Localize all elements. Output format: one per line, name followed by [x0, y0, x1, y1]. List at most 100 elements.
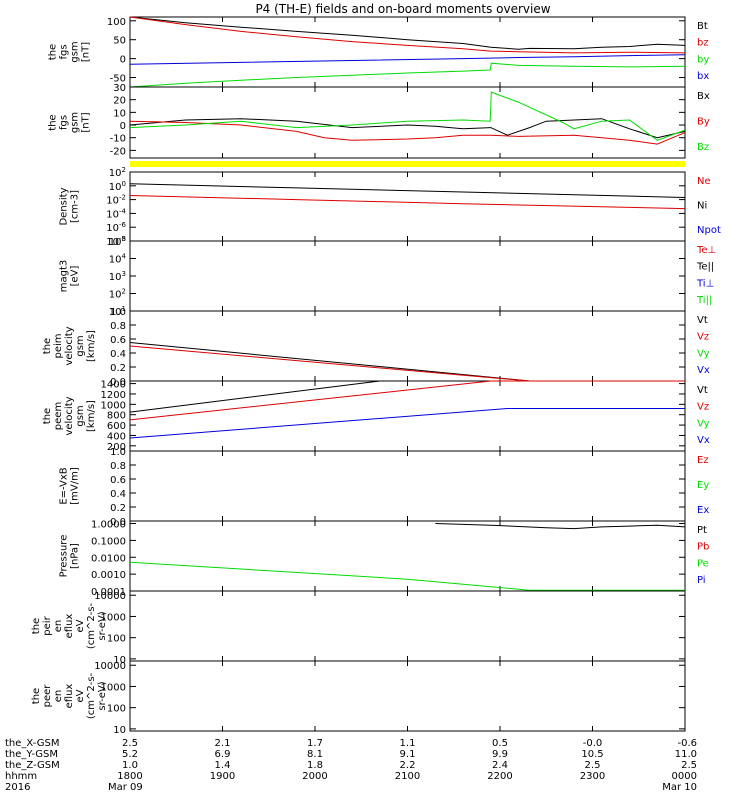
plot-title: P4 (TH-E) fields and on-board moments ov… [255, 2, 550, 16]
ylabel-density: [cm-3] [70, 190, 81, 223]
ylabel-peer-en-eflux: eflux [64, 684, 75, 709]
legend-efield-Ex: Ex [697, 505, 709, 516]
ytick-label-efield: 0.6 [110, 475, 126, 486]
legend-fgs-gsm-by: by [697, 54, 709, 65]
ylabel-peir-en-eflux: the [31, 618, 42, 634]
ylabel-fgs-gse-gsm: [nT] [81, 112, 92, 132]
ylabel-peer-en-eflux: eV [75, 689, 86, 702]
ytick-label-peir-en-eflux: 10000 [94, 591, 126, 602]
ephemeris-value: 1800 [117, 771, 142, 782]
ylabel-peir-en-eflux: eflux [64, 614, 75, 639]
ytick-label-peir-en-eflux: 10 [113, 655, 126, 666]
ytick-label-peim-velocity: 0.0 [110, 377, 126, 388]
legend-fgs-gse-gsm-By: By [697, 117, 710, 128]
ytick-label-fgs-gse-gsm: -10 [110, 134, 126, 145]
ytick-label-peem-velocity: 400 [107, 431, 126, 442]
series-fgs-gse-gsm-Bz [129, 91, 686, 141]
ytick-label-peer-en-eflux: 100 [107, 704, 126, 715]
ephemeris-row-label: the_Z-GSM [5, 760, 60, 771]
ylabel-peer-en-eflux: sr-eV) [97, 681, 108, 710]
ytick-label-density: 10-2 [106, 194, 126, 207]
ephemeris-value: 2.2 [400, 760, 416, 771]
ephemeris-value: 1.1 [400, 738, 416, 749]
legend-density-Ne: Ne [697, 176, 711, 187]
legend-temperature-Te||: Te|| [696, 262, 714, 273]
panel-frame-peer-en-eflux [129, 660, 686, 732]
ephemeris-value: -0.0 [583, 738, 603, 749]
quality-flag-bar [130, 161, 685, 167]
ylabel-peer-en-eflux: en [53, 690, 64, 703]
ylabel-density: Density [59, 187, 70, 225]
series-peim-velocity-Vz [129, 345, 530, 382]
series-fgs-gsm-Bt [129, 16, 686, 50]
ephemeris-value: 8.1 [307, 749, 323, 760]
ytick-label-fgs-gse-gsm: 20 [113, 96, 126, 107]
ephemeris-row-label: the_X-GSM [5, 738, 59, 749]
legend-fgs-gsm-bz: bz [697, 38, 709, 49]
ytick-label-pressure: 0.0001 [91, 587, 126, 598]
ytick-label-peem-velocity: 1400 [101, 380, 126, 391]
series-fgs-gsm-bx [129, 54, 686, 65]
ylabel-peir-en-eflux: peir [42, 615, 53, 635]
ylabel-peim-velocity: the [42, 338, 53, 354]
series-pressure-Pt [435, 523, 686, 530]
ytick-label-fgs-gsm: 0 [120, 55, 126, 66]
legend-density-Npot: Npot [697, 225, 721, 236]
legend-fgs-gsm-Bt: Bt [697, 21, 708, 32]
series-fgs-gse-gsm-Bx [129, 118, 686, 139]
ytick-label-peim-velocity: 1.0 [110, 307, 126, 318]
ylabel-peem-velocity: peem [53, 402, 64, 430]
ytick-label-peer-en-eflux: 10000 [94, 661, 126, 672]
ephemeris-value: 2.5 [122, 738, 138, 749]
ylabel-pressure: [nPa] [70, 543, 81, 569]
legend-peim-velocity-Vy: Vy [697, 348, 710, 359]
ephemeris-value: Mar 09 [108, 782, 143, 793]
ephemeris-row-label: the_Y-GSM [5, 749, 58, 760]
ylabel-peim-velocity: velocity [64, 326, 75, 365]
ylabel-fgs-gse-gsm: gsm [70, 112, 81, 133]
ytick-label-density: 10-8 [106, 235, 126, 248]
ytick-label-fgs-gsm: -50 [110, 74, 126, 85]
legend-pressure-Pb: Pb [697, 542, 709, 553]
ephemeris-value: 2000 [302, 771, 327, 782]
ytick-label-fgs-gsm: 100 [107, 17, 126, 28]
legend-peim-velocity-Vx: Vx [697, 365, 710, 376]
ephemeris-value: Mar 10 [662, 782, 697, 793]
ytick-label-peim-velocity: 0.2 [110, 363, 126, 374]
ytick-label-peim-velocity: 0.6 [110, 335, 126, 346]
ephemeris-value: -0.6 [677, 738, 697, 749]
ephemeris-value: 1900 [210, 771, 235, 782]
ephemeris-value: 0000 [672, 771, 697, 782]
ytick-label-temperature: 103 [109, 270, 126, 283]
ephemeris-value: 1.0 [122, 760, 138, 771]
legend-temperature-Ti||: Ti|| [696, 295, 712, 306]
series-peem-velocity-Vz [129, 380, 685, 421]
legend-peim-velocity-Vt: Vt [697, 315, 708, 326]
ylabel-peir-en-eflux: eV [75, 619, 86, 632]
ylabel-peer-en-eflux: peer [42, 684, 53, 708]
ephemeris-value: 6.9 [215, 749, 231, 760]
ephemeris-value: 2.4 [492, 760, 508, 771]
ylabel-peem-velocity: [km/s] [86, 400, 97, 432]
ephemeris-value: 9.9 [492, 749, 508, 760]
legend-temperature-Te⊥: Te⊥ [696, 245, 716, 256]
ytick-label-fgs-gsm: 50 [113, 36, 126, 47]
ytick-label-peer-en-eflux: 10 [113, 725, 126, 736]
ytick-label-fgs-gse-gsm: 10 [113, 108, 126, 119]
ytick-label-peem-velocity: 600 [107, 421, 126, 432]
legend-peem-velocity-Vt: Vt [697, 385, 708, 396]
series-fgs-gsm-by [129, 62, 686, 88]
legend-efield-Ey: Ey [697, 480, 709, 491]
ephemeris-value: 2.5 [585, 760, 601, 771]
ytick-label-pressure: 1.0000 [91, 520, 126, 531]
ytick-label-peim-velocity: 0.8 [110, 321, 126, 332]
legend-pressure-Pt: Pt [697, 525, 707, 536]
panel-frame-efield [129, 450, 686, 522]
ylabel-peim-velocity: [km/s] [86, 330, 97, 362]
ylabel-temperature: magt3 [59, 260, 70, 293]
legend-fgs-gse-gsm-Bz: Bz [697, 142, 709, 153]
ytick-label-peir-en-eflux: 1000 [101, 612, 126, 623]
ephemeris-value: 2100 [395, 771, 420, 782]
ytick-label-fgs-gse-gsm: -20 [110, 146, 126, 157]
ylabel-fgs-gsm: the [48, 44, 59, 60]
